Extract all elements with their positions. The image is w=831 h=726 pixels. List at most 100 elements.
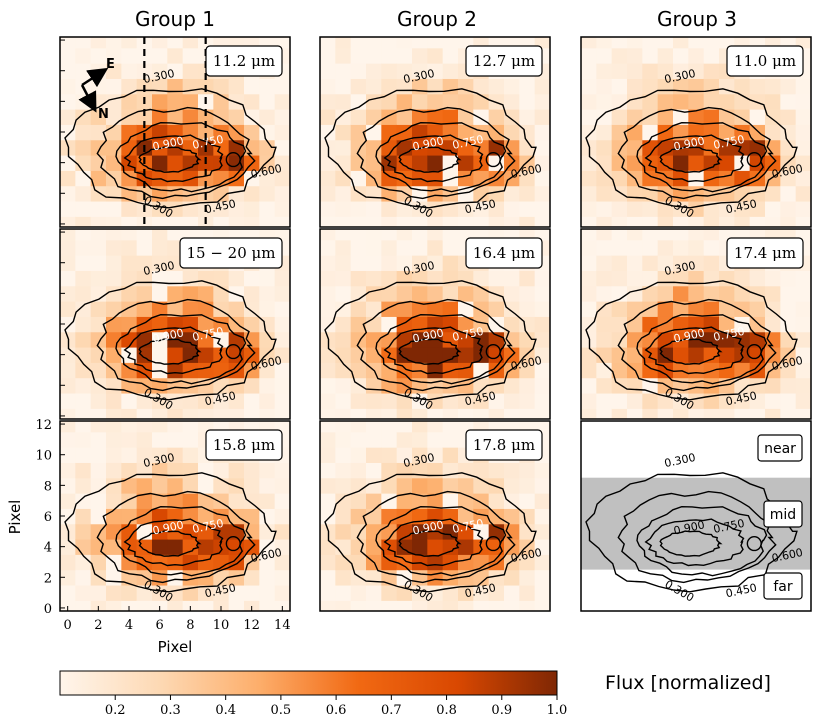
- heatmap-cell: [335, 538, 352, 555]
- heatmap-cell: [152, 239, 168, 256]
- wavelength-label: 17.4 μm: [734, 244, 796, 262]
- heatmap-cell: [274, 408, 290, 419]
- heatmap-cell: [519, 270, 536, 287]
- heatmap-cell: [381, 493, 398, 509]
- heatmap-cell: [488, 185, 505, 202]
- heatmap-cell: [366, 185, 382, 202]
- heatmap-cell: [198, 508, 214, 525]
- heatmap-cell: [350, 316, 367, 333]
- heatmap-cell: [703, 47, 720, 64]
- heatmap-cell: [60, 377, 76, 394]
- y-tick-label: 8: [44, 479, 52, 494]
- heatmap-cell: [519, 392, 536, 409]
- heatmap-cell: [488, 508, 505, 525]
- heatmap-cell: [381, 200, 398, 217]
- heatmap-cell: [152, 493, 168, 509]
- heatmap-cell: [381, 477, 398, 494]
- heatmap-cell: [780, 392, 797, 409]
- contour-0.600: [636, 505, 768, 577]
- heatmap-cell: [75, 124, 92, 141]
- heatmap-cell: [611, 216, 628, 227]
- heatmap-cell: [688, 377, 705, 394]
- heatmap-cell: [75, 47, 92, 64]
- heatmap-cell: [198, 462, 214, 479]
- heatmap-cell: [350, 421, 367, 433]
- heatmap-cell: [442, 37, 459, 49]
- heatmap-cell: [228, 93, 245, 110]
- y-tick-label: 10: [35, 449, 52, 464]
- heatmap-cell: [152, 408, 168, 419]
- heatmap-cell: [274, 600, 290, 611]
- heatmap-cell: [244, 569, 260, 586]
- heatmap-cell: [274, 301, 290, 317]
- heatmap-cell: [60, 392, 76, 409]
- heatmap-cell: [90, 154, 107, 171]
- heatmap-cell: [581, 362, 597, 379]
- heatmap-cell: [60, 554, 76, 571]
- heatmap-cell: [719, 216, 735, 227]
- heatmap-cell: [504, 200, 520, 217]
- heatmap-cell: [734, 37, 751, 49]
- heatmap-cell: [167, 170, 184, 187]
- heatmap-cell: [259, 600, 276, 611]
- heatmap-cell: [259, 285, 276, 302]
- heatmap-cell: [60, 37, 76, 49]
- heatmap-cell: [106, 301, 122, 317]
- heatmap-cell: [519, 229, 536, 241]
- heatmap-cell: [534, 285, 550, 302]
- heatmap-cell: [167, 154, 184, 171]
- heatmap-cell: [366, 154, 382, 171]
- heatmap-cell: [228, 154, 245, 171]
- heatmap-cell: [381, 216, 398, 227]
- heatmap-cell: [335, 109, 352, 125]
- heatmap-cell: [519, 285, 536, 302]
- heatmap-cell: [320, 47, 336, 64]
- heatmap-cell: [688, 285, 705, 302]
- heatmap-cell: [90, 170, 107, 187]
- heatmap-cell: [412, 523, 428, 540]
- heatmap-cell: [121, 508, 138, 525]
- heatmap-cell: [488, 78, 505, 95]
- wavelength-box: [465, 237, 543, 269]
- heatmap-cell: [534, 37, 550, 49]
- heatmap-cell: [504, 569, 520, 586]
- heatmap-cell: [488, 346, 505, 363]
- heatmap-cell: [335, 239, 352, 256]
- heatmap-cell: [581, 63, 597, 79]
- heatmap-cell: [442, 431, 459, 448]
- wavelength-box: [726, 237, 804, 269]
- heatmap-cell: [596, 37, 613, 49]
- heatmap-cell: [734, 316, 751, 333]
- contour-label: 0.750: [451, 133, 485, 152]
- heatmap-cell: [350, 331, 367, 348]
- contour-0.450: [96, 298, 256, 392]
- heatmap-cell: [627, 270, 643, 287]
- heatmap-cell: [350, 239, 367, 256]
- heatmap-cell: [90, 462, 107, 479]
- heatmap-cell: [259, 139, 276, 156]
- heatmap-cell: [795, 408, 811, 419]
- heatmap-cell: [596, 255, 613, 271]
- heatmap-cell: [75, 346, 92, 363]
- heatmap-cell: [749, 408, 766, 419]
- heatmap-cell: [259, 584, 276, 601]
- heatmap-cell: [734, 377, 751, 394]
- y-tick-label: 12: [35, 418, 52, 433]
- contour-label: 0.900: [151, 518, 185, 537]
- heatmap-cell: [320, 421, 336, 433]
- heatmap-cell: [198, 421, 214, 433]
- heatmap-cell: [627, 124, 643, 141]
- heatmap-cell: [427, 421, 444, 433]
- wavelength-label: 17.8 μm: [473, 436, 535, 454]
- heatmap-cell: [244, 477, 260, 494]
- heatmap-cell: [152, 93, 168, 110]
- heatmap-cell: [412, 37, 428, 49]
- heatmap-cell: [259, 301, 276, 317]
- heatmap-cell: [152, 331, 168, 348]
- colorbar-tick-label: 0.7: [381, 703, 402, 718]
- heatmap-cell: [473, 508, 490, 525]
- heatmap-cell: [106, 421, 122, 433]
- heatmap-cell: [75, 377, 92, 394]
